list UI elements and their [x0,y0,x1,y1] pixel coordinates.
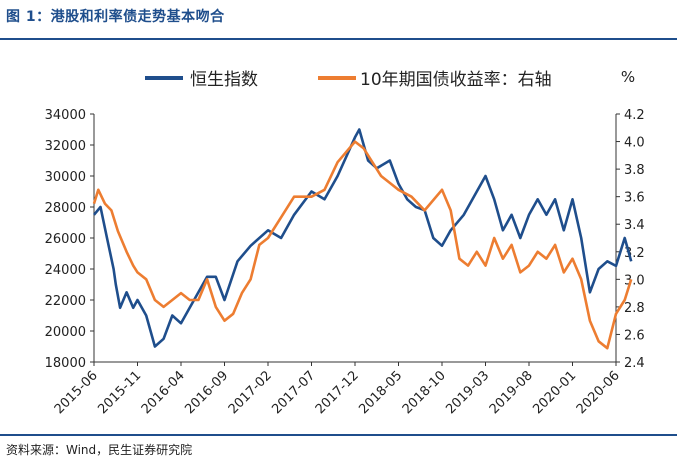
y-left-tick-label: 20000 [45,325,86,340]
chart: 18000 20000 22000 24000 26000 28000 30000 32000… [45,68,645,417]
y-left-tick-label: 34000 [45,108,86,123]
x-tick-label: 2017-07 [269,368,318,417]
top-rule [0,38,677,40]
bottom-rule [0,434,677,436]
y-right-tick-label: 4.0 [624,136,645,151]
legend: 恒生指数 10年期国债收益率：右轴 [145,70,552,90]
y-left-tick-label: 24000 [45,263,86,278]
x-tick-label: 2020-06 [574,368,623,417]
y-right-tick-label: 4.2 [624,108,645,123]
y-right-tick-label: 3.0 [624,273,645,288]
figure-title: 图 1：港股和利率债走势基本吻合 [6,9,225,25]
x-tick-label: 2016-04 [139,368,188,417]
x-tick-label: 2017-12 [313,368,362,417]
y-right-tick-label: 2.4 [624,356,645,371]
legend-label-hsi: 恒生指数 [190,70,258,90]
x-tick-label: 2020-01 [530,368,579,417]
y-left-tick-label: 22000 [45,294,86,309]
x-tick-label: 2019-03 [443,368,492,417]
y-left-tick-label: 18000 [45,356,86,371]
y-right-tick-label: 3.4 [624,218,645,233]
y-left-tick-label: 26000 [45,232,86,247]
right-axis-unit: % [621,68,635,86]
x-tick-label: 2015-11 [95,368,144,417]
x-tick-label: 2019-08 [487,368,536,417]
x-tick-label: 2018-10 [400,368,449,417]
legend-label-bond: 10年期国债收益率：右轴 [360,70,552,90]
figure-source: 资料来源：Wind，民生证券研究院 [6,443,193,457]
x-tick-label: 2018-05 [356,368,405,417]
y-right-tick-label: 3.6 [624,191,645,206]
axes: 18000 20000 22000 24000 26000 28000 30000 32000… [45,68,645,417]
y-right-tick-label: 2.8 [624,301,645,316]
x-tick-label: 2017-02 [226,368,275,417]
y-left-tick-label: 28000 [45,201,86,216]
y-right-tick-label: 3.8 [624,163,645,178]
bond-yield-line [92,140,633,350]
x-tick-label: 2016-09 [182,368,231,417]
y-left-tick-label: 32000 [45,139,86,154]
x-tick-label: 2015-06 [52,368,101,417]
series-lines [92,128,633,350]
y-right-tick-label: 2.6 [624,328,645,343]
hsi-line [93,128,633,348]
y-left-tick-label: 30000 [45,170,86,185]
